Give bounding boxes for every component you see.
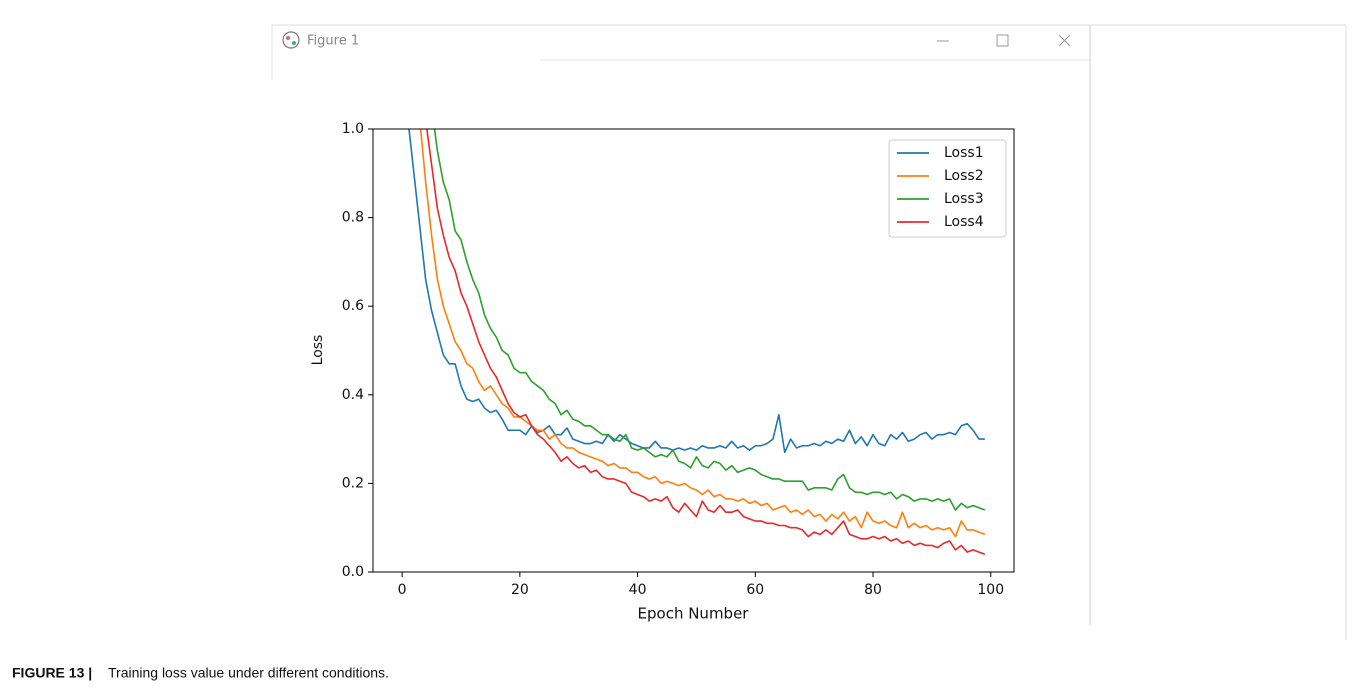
y-tick-label: 0.0 <box>342 564 364 580</box>
window-title: Figure 1 <box>307 34 359 49</box>
x-axis-label: Epoch Number <box>638 605 750 623</box>
legend-label: Loss3 <box>944 191 984 207</box>
legend-label: Loss4 <box>944 214 984 230</box>
series-group <box>408 129 986 556</box>
y-tick-label: 0.4 <box>342 387 364 403</box>
x-tick-label: 100 <box>977 582 1004 598</box>
x-tick-label: 0 <box>398 582 407 598</box>
x-tick-label: 40 <box>629 582 647 598</box>
loss-line <box>433 129 986 511</box>
y-tick-label: 1.0 <box>342 121 364 137</box>
maximize-button[interactable] <box>996 34 1009 47</box>
loss-line <box>426 129 986 556</box>
loss-line <box>408 129 985 454</box>
y-tick-label: 0.8 <box>342 210 364 226</box>
x-tick-label: 60 <box>746 582 764 598</box>
y-axis-label: Loss <box>310 335 326 366</box>
legend-label: Loss2 <box>944 168 984 184</box>
plot <box>408 129 986 556</box>
y-tick-label: 0.2 <box>342 475 364 491</box>
axes-frame <box>372 128 1015 573</box>
window-icon <box>282 31 300 49</box>
x-tick-label: 80 <box>864 582 882 598</box>
loss-line <box>419 129 986 538</box>
caption-label: FIGURE 13 | <box>12 665 92 681</box>
close-button[interactable] <box>1058 34 1071 47</box>
y-tick-label: 0.6 <box>342 298 364 314</box>
x-tick-label: 20 <box>511 582 529 598</box>
legend-label: Loss1 <box>944 145 984 161</box>
legend-box <box>888 139 1007 238</box>
caption-text: Training loss value under different cond… <box>108 665 389 681</box>
